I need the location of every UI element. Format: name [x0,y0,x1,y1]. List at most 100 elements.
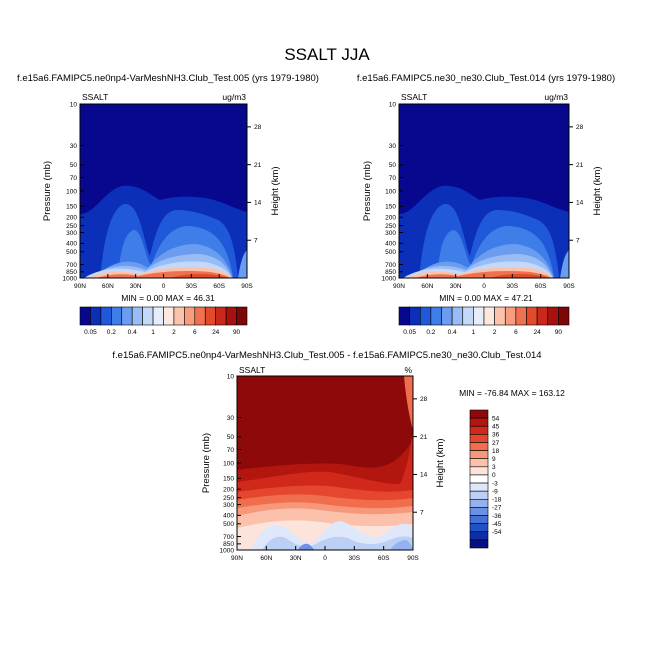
panel-1-y2label: Height (km) [270,166,281,215]
colorbar-swatch [473,306,485,326]
y2-tick-label: 14 [420,472,428,479]
panel-3-right-label: % [404,365,412,375]
colorbar-swatch [469,515,489,524]
colorbar-swatch [494,306,506,326]
y-tick-label: 70 [70,175,78,182]
panel-2-colorbar: 0.05 0.2 0.4 1 2 6 24 90 [398,306,570,336]
colorbar-swatch [469,425,489,435]
panel-2-right-label: ug/m3 [544,92,568,102]
colorbar-label: -9 [492,488,498,495]
y-tick-label: 250 [223,495,234,502]
colorbar-swatch [409,306,421,326]
colorbar-label: 54 [492,415,500,422]
y-tick-label: 100 [223,460,234,467]
y-tick-label: 50 [227,434,235,441]
colorbar-swatch [451,306,464,326]
y-tick-label: 500 [66,249,77,256]
y-tick-label: 850 [223,541,234,548]
field-contour [560,250,569,278]
y2-tick-label: 28 [420,396,428,403]
x-tick-label: 60N [102,283,114,290]
colorbar-label: -18 [492,497,502,504]
panel-1-stats: MIN = 0.00 MAX = 46.31 [121,293,215,303]
colorbar-swatch [100,306,112,326]
y2-tick-label: 7 [420,510,424,517]
colorbar-label: 0.4 [128,329,137,336]
x-tick-label: 60S [213,283,225,290]
colorbar-label: 45 [492,424,500,431]
colorbar-label: -54 [492,529,502,536]
colorbar-swatch [469,482,489,492]
x-tick-label: 0 [482,283,486,290]
y2-tick-label: 7 [254,238,258,245]
panel-1-colorbar: 0.05 0.2 0.4 1 2 6 24 90 [79,306,248,336]
colorbar-swatch [90,306,102,326]
field-contour [298,543,314,550]
y-tick-label: 700 [223,534,234,541]
colorbar-label: -36 [492,513,502,520]
panel-1-axes: 90N 60N 30N 0 30S 60S 90S 10 30 50 70 100 150 200 2503… [63,101,262,290]
colorbar-swatch [121,306,133,326]
colorbar-label: 1 [472,329,476,336]
colorbar-swatch [469,417,489,427]
x-tick-label: 60N [260,555,272,562]
x-tick-label: 30S [186,283,198,290]
y2-tick-label: 14 [576,200,584,207]
field-contour [490,274,548,278]
colorbar-label: 27 [492,440,500,447]
colorbar-swatch [469,442,489,451]
y-tick-label: 50 [389,162,397,169]
panel-2-ylabel: Pressure (mb) [362,161,373,221]
y-tick-label: 150 [223,476,234,483]
colorbar-swatch [469,490,489,500]
panel-1-left-label: SSALT [82,92,108,102]
panel-3-title: f.e15a6.FAMIPC5.ne0np4-VarMeshNH3.Club_T… [112,350,541,361]
field-contour [390,540,413,550]
y-tick-label: 1000 [382,275,397,282]
colorbar-label: 90 [555,329,563,336]
panel-2-stats: MIN = 0.00 MAX = 47.21 [439,293,533,303]
y-tick-label: 500 [385,249,396,256]
x-tick-label: 90S [407,555,419,562]
x-tick-label: 30S [349,555,361,562]
colorbar-swatch [215,306,227,326]
y-tick-label: 200 [385,214,396,221]
x-tick-label: 30S [507,283,519,290]
x-tick-label: 30N [130,283,142,290]
colorbar-swatch [547,306,559,326]
y-tick-label: 10 [227,373,235,380]
x-tick-label: 90S [563,283,575,290]
colorbar-label: -27 [492,505,502,512]
colorbar-label: 3 [492,464,496,471]
y-tick-label: 700 [66,262,77,269]
panel-3-axes: 90N 60N 30N 0 30S 60S 90S 10 30 50 70 100 150 200 2503… [220,373,428,562]
y-tick-label: 70 [389,175,397,182]
y-tick-label: 500 [223,521,234,528]
colorbar-label: 0.4 [448,329,457,336]
colorbar-swatch [469,539,489,549]
colorbar-swatch [469,458,489,468]
y2-tick-label: 28 [254,124,262,131]
colorbar-swatch [462,306,474,326]
colorbar-swatch [483,306,495,326]
colorbar-swatch [173,306,185,326]
colorbar-swatch [111,306,123,326]
y-tick-label: 150 [66,204,77,211]
colorbar-swatch [469,523,489,533]
colorbar-label: 0.2 [107,329,116,336]
colorbar-label: 9 [492,456,496,463]
colorbar-swatch [430,306,442,326]
colorbar-swatch [526,306,538,326]
x-tick-label: 30N [290,555,302,562]
x-tick-label: 90N [231,555,243,562]
panel-1-title: f.e15a6.FAMIPC5.ne0np4-VarMeshNH3.Club_T… [17,73,319,84]
y-tick-label: 850 [385,269,396,276]
colorbar-label: 90 [233,329,241,336]
y2-tick-label: 21 [420,434,428,441]
colorbar-label: -3 [492,480,498,487]
panel-2: f.e15a6.FAMIPC5.ne30_ne30.Club_Test.014 … [357,73,615,336]
colorbar-label: 18 [492,448,500,455]
panel-1-ylabel: Pressure (mb) [42,161,53,221]
colorbar-swatch [79,306,91,326]
colorbar-swatch [504,306,517,326]
